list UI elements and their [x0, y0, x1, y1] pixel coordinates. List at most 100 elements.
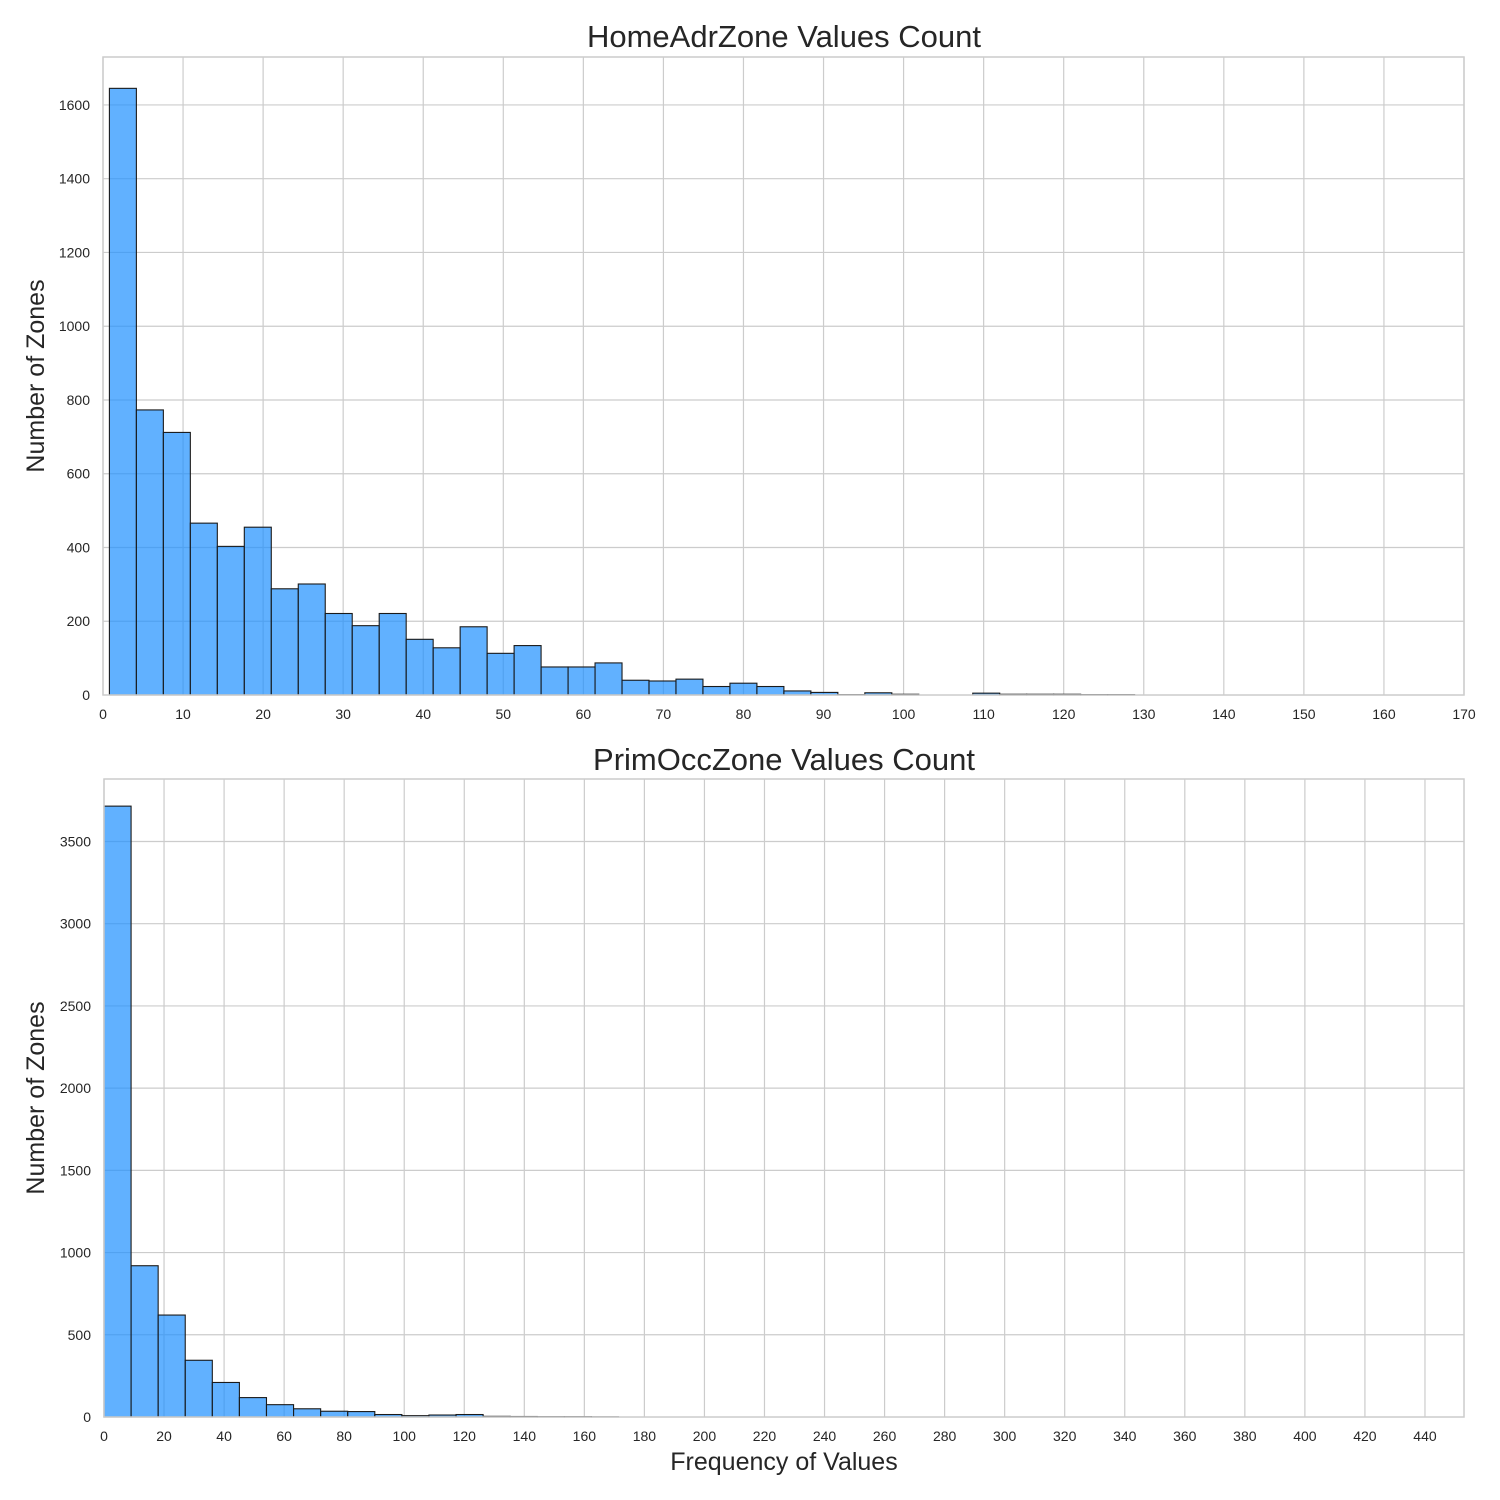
- histogram-bar: [103, 805, 132, 1418]
- chart-title: HomeAdrZone Values Count: [587, 19, 981, 54]
- x-tick-label: 20: [255, 706, 271, 722]
- home-adr-zone-histogram: 0 10 20 30 40 50 60 70 80 90 100 110 120 130 140 150 160…: [22, 19, 1476, 722]
- histogram-bar: [594, 662, 623, 696]
- x-tick-label: 180: [633, 1428, 657, 1444]
- x-tick-labels: 0 10 20 30 40 50 60 70 80 90 100 110 120 130 140 150 160…: [99, 706, 1476, 722]
- y-tick-label: 0: [82, 687, 90, 703]
- histogram-bar: [293, 1408, 322, 1418]
- histogram-bar: [324, 612, 353, 696]
- x-tick-label: 80: [736, 706, 752, 722]
- x-tick-label: 50: [496, 706, 512, 722]
- x-tick-label: 70: [656, 706, 672, 722]
- y-tick-label: 1600: [59, 97, 90, 113]
- y-tick-labels: 0 500 1000 1500 2000 2500 3000 3500: [60, 833, 91, 1425]
- histogram-bar: [243, 526, 272, 696]
- x-tick-labels: 0 20 40 60 80 100 120 140 160 180 200 220 240 260 280 3…: [100, 1428, 1437, 1444]
- x-tick-label: 300: [993, 1428, 1017, 1444]
- y-tick-label: 1200: [59, 244, 90, 260]
- x-tick-label: 10: [175, 706, 191, 722]
- axes-frame: [103, 778, 1465, 1418]
- y-tick-label: 800: [67, 392, 91, 408]
- histogram-bar: [567, 666, 596, 696]
- x-tick-label: 200: [693, 1428, 717, 1444]
- histogram-bar: [157, 1314, 186, 1418]
- histogram-bar: [130, 1265, 159, 1418]
- y-tick-label: 0: [83, 1409, 91, 1425]
- y-tick-labels: 0 200 400 600 800 1000 1200 1400 1600: [59, 97, 90, 703]
- histogram-bar: [189, 522, 218, 696]
- histogram-bar: [675, 678, 704, 696]
- histogram-bar: [405, 638, 434, 696]
- histogram-bar: [351, 625, 380, 696]
- x-tick-label: 150: [1292, 706, 1316, 722]
- x-tick-label: 40: [216, 1428, 232, 1444]
- grid: [102, 57, 1465, 695]
- histogram-bar: [459, 626, 488, 696]
- histogram-bar: [347, 1411, 376, 1418]
- histogram-bar: [216, 545, 245, 696]
- histogram-bar: [297, 583, 326, 696]
- x-tick-label: 160: [1372, 706, 1396, 722]
- histogram-bar: [621, 679, 650, 696]
- histogram-bar: [135, 409, 164, 696]
- histogram-bar: [265, 1404, 295, 1418]
- y-tick-label: 1400: [59, 171, 90, 187]
- x-tick-label: 380: [1233, 1428, 1257, 1444]
- histogram-bar: [108, 87, 137, 696]
- y-tick-label: 2000: [60, 1080, 91, 1096]
- bars: [108, 87, 1136, 696]
- histogram-bar: [729, 682, 758, 696]
- y-tick-label: 2500: [60, 998, 91, 1014]
- histogram-bar: [270, 588, 299, 696]
- y-axis-label: Number of Zones: [22, 1001, 50, 1194]
- x-tick-label: 240: [813, 1428, 837, 1444]
- y-tick-label: 1000: [60, 1245, 91, 1261]
- prim-occ-zone-histogram: 0 20 40 60 80 100 120 140 160 180 200 220 240 260 280 3…: [22, 742, 1465, 1476]
- histogram-bar: [238, 1397, 268, 1418]
- x-axis-label: Frequency of Values: [670, 1448, 897, 1476]
- x-tick-label: 100: [393, 1428, 417, 1444]
- y-tick-label: 1500: [60, 1162, 91, 1178]
- x-tick-label: 80: [336, 1428, 352, 1444]
- y-tick-label: 600: [67, 466, 91, 482]
- x-tick-label: 140: [1212, 706, 1236, 722]
- x-tick-label: 60: [276, 1428, 292, 1444]
- histogram-bar: [702, 685, 731, 696]
- x-tick-label: 20: [156, 1428, 172, 1444]
- y-tick-label: 400: [67, 539, 91, 555]
- x-tick-label: 160: [573, 1428, 597, 1444]
- x-tick-label: 360: [1173, 1428, 1197, 1444]
- histogram-bar: [486, 652, 515, 696]
- x-tick-label: 40: [415, 706, 431, 722]
- x-tick-label: 140: [513, 1428, 537, 1444]
- y-tick-label: 500: [68, 1327, 92, 1343]
- y-tick-label: 3500: [60, 833, 91, 849]
- chart-title: PrimOccZone Values Count: [593, 742, 975, 777]
- x-tick-label: 400: [1293, 1428, 1317, 1444]
- plot-area: [104, 779, 1464, 1417]
- grid: [103, 779, 1464, 1417]
- histogram-bar: [162, 431, 191, 696]
- x-tick-label: 260: [873, 1428, 897, 1444]
- x-tick-label: 440: [1413, 1428, 1437, 1444]
- plot-area: [103, 57, 1464, 695]
- y-tick-label: 200: [67, 613, 91, 629]
- x-tick-label: 0: [100, 1428, 108, 1444]
- histogram-bar: [513, 645, 542, 696]
- x-tick-label: 340: [1113, 1428, 1137, 1444]
- histogram-bar: [648, 680, 677, 696]
- x-tick-label: 420: [1353, 1428, 1377, 1444]
- histogram-bar: [540, 666, 569, 696]
- histogram-bar: [211, 1381, 240, 1418]
- y-tick-label: 3000: [60, 916, 91, 932]
- histogram-bar: [320, 1410, 349, 1418]
- axes-frame: [102, 56, 1465, 696]
- x-tick-label: 280: [933, 1428, 957, 1444]
- x-tick-label: 170: [1452, 706, 1476, 722]
- x-tick-label: 120: [1052, 706, 1076, 722]
- y-axis-label: Number of Zones: [22, 279, 50, 472]
- x-tick-label: 110: [972, 706, 995, 722]
- histogram-bar: [756, 685, 785, 696]
- y-tick-label: 1000: [59, 318, 90, 334]
